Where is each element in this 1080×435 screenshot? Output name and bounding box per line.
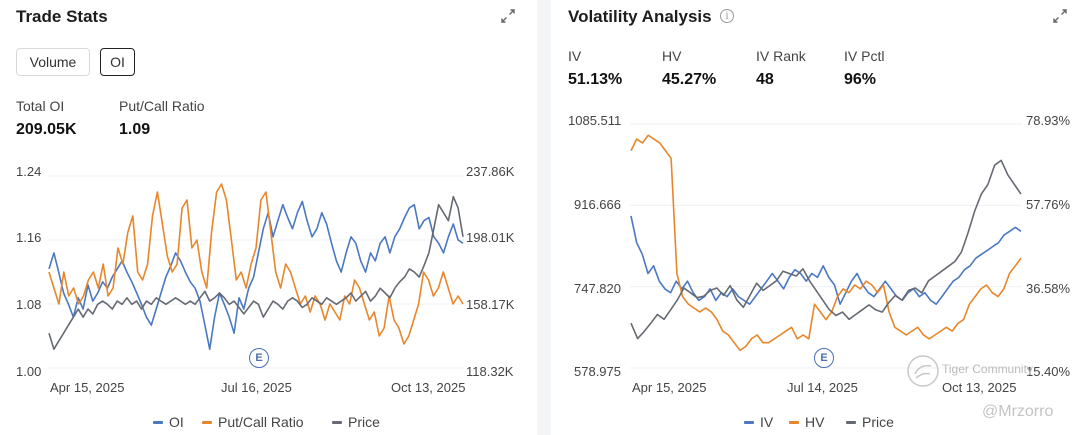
put-call-ratio-value: 1.09 bbox=[119, 121, 151, 138]
legend-oi[interactable]: OI bbox=[153, 414, 184, 430]
tab-volume[interactable]: Volume bbox=[16, 48, 90, 76]
put-call-ratio-label: Put/Call Ratio bbox=[119, 98, 205, 114]
trade-stats-title: Trade Stats bbox=[16, 7, 108, 26]
tab-oi[interactable]: OI bbox=[100, 48, 135, 76]
legend-price[interactable]: Price bbox=[846, 414, 894, 430]
expand-icon[interactable] bbox=[500, 8, 516, 24]
legend-label: HV bbox=[805, 414, 825, 430]
y-right-tick: 118.32K bbox=[466, 364, 514, 379]
legend-label: Price bbox=[348, 414, 380, 430]
x-tick: Oct 13, 2025 bbox=[942, 380, 1017, 395]
y-left-tick: 1.08 bbox=[16, 297, 42, 312]
x-tick: Jul 14, 2025 bbox=[787, 380, 858, 395]
legend-iv[interactable]: IV bbox=[744, 414, 773, 430]
series-line-iv[interactable] bbox=[630, 215, 1022, 305]
legend-label: IV bbox=[760, 414, 774, 430]
iv-pctl-label: IV Pctl bbox=[844, 48, 885, 64]
series-line-price[interactable] bbox=[630, 159, 1022, 340]
watermark-brand: Tiger Community bbox=[942, 362, 1033, 376]
iv-value: 51.13% bbox=[568, 71, 623, 88]
series-line-put-call-ratio[interactable] bbox=[48, 183, 464, 345]
trade-stats-panel: Trade Stats Volume OI Total OI 209.05K P… bbox=[0, 0, 536, 435]
iv-rank-label: IV Rank bbox=[756, 48, 806, 64]
volatility-chart[interactable] bbox=[630, 120, 1022, 372]
iv-label: IV bbox=[568, 48, 582, 64]
x-tick: Apr 15, 2025 bbox=[632, 380, 707, 395]
legend-label: OI bbox=[169, 414, 184, 430]
series-line-price[interactable] bbox=[48, 195, 464, 350]
y-right-tick: 15.40% bbox=[1026, 364, 1071, 379]
info-icon[interactable]: i bbox=[720, 9, 734, 23]
y-right-tick: 198.01K bbox=[466, 230, 515, 245]
y-left-tick: 916.666 bbox=[574, 197, 621, 212]
legend-swatch bbox=[846, 420, 856, 424]
hv-label: HV bbox=[662, 48, 682, 64]
legend-put-call-ratio[interactable]: Put/Call Ratio bbox=[202, 414, 304, 430]
y-left-tick: 1.24 bbox=[16, 164, 42, 179]
y-left-tick: 747.820 bbox=[574, 281, 621, 296]
y-right-tick: 36.58% bbox=[1026, 281, 1071, 296]
y-right-tick: 237.86K bbox=[466, 164, 515, 179]
x-tick: Apr 15, 2025 bbox=[50, 380, 125, 395]
legend-swatch bbox=[744, 420, 754, 424]
iv-rank-value: 48 bbox=[756, 71, 774, 88]
watermark-handle: @Mrzorro bbox=[982, 403, 1054, 420]
iv-pctl-value: 96% bbox=[844, 71, 877, 88]
legend-swatch bbox=[202, 420, 212, 424]
hv-value: 45.27% bbox=[662, 71, 717, 88]
watermark-logo-icon bbox=[907, 355, 939, 387]
trade-stats-chart[interactable] bbox=[48, 172, 464, 372]
series-line-oi[interactable] bbox=[48, 200, 464, 350]
y-right-tick: 57.76% bbox=[1026, 197, 1071, 212]
panel-divider bbox=[537, 0, 551, 435]
volatility-title: Volatility Analysis bbox=[568, 7, 712, 26]
legend-label: Put/Call Ratio bbox=[218, 414, 304, 430]
legend-label: Price bbox=[862, 414, 894, 430]
earnings-marker[interactable]: E bbox=[814, 348, 834, 368]
legend-swatch bbox=[332, 420, 342, 424]
y-right-tick: 158.17K bbox=[466, 297, 515, 312]
earnings-marker[interactable]: E bbox=[249, 348, 269, 368]
legend-swatch bbox=[153, 420, 163, 424]
total-oi-label: Total OI bbox=[16, 98, 65, 114]
legend-price[interactable]: Price bbox=[332, 414, 380, 430]
y-left-tick: 1.16 bbox=[16, 230, 42, 245]
legend-swatch bbox=[789, 420, 799, 424]
x-tick: Jul 16, 2025 bbox=[221, 380, 292, 395]
y-left-tick: 1085.511 bbox=[568, 113, 622, 128]
y-left-tick: 1.00 bbox=[16, 364, 42, 379]
total-oi-value: 209.05K bbox=[16, 121, 77, 138]
volatility-panel: Volatility Analysis i IV 51.13% HV 45.27… bbox=[552, 0, 1080, 435]
legend-hv[interactable]: HV bbox=[789, 414, 824, 430]
y-left-tick: 578.975 bbox=[574, 364, 621, 379]
y-right-tick: 78.93% bbox=[1026, 113, 1071, 128]
expand-icon[interactable] bbox=[1052, 8, 1068, 24]
x-tick: Oct 13, 2025 bbox=[391, 380, 466, 395]
series-line-hv[interactable] bbox=[630, 134, 1022, 352]
